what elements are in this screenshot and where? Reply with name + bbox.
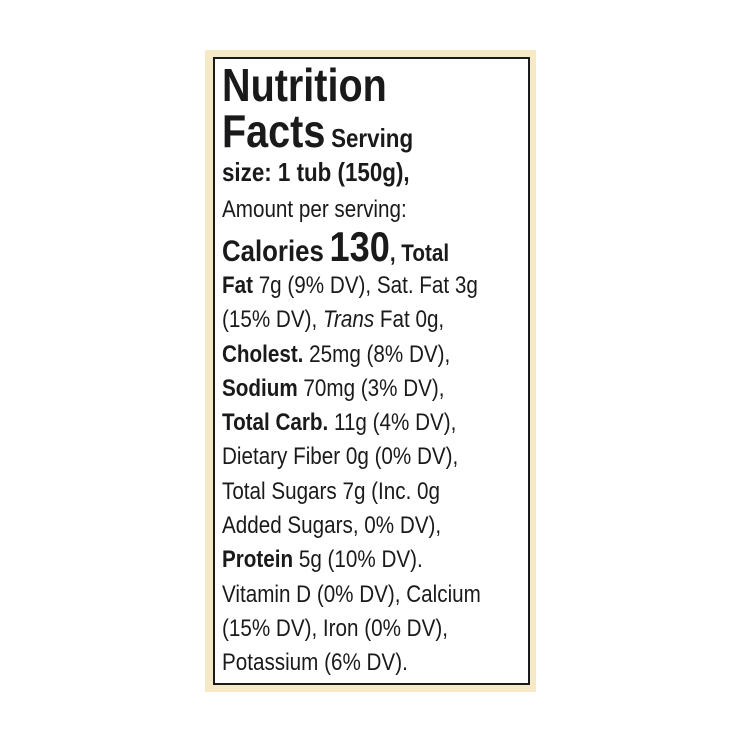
text: 25mg (8% DV), (309, 341, 451, 368)
text: Dietary Fiber 0g (0% DV), (222, 443, 459, 470)
line: Added Sugars, 0% DV), (222, 511, 441, 541)
text: (15% DV), (222, 306, 318, 333)
text: Vitamin D (0% DV), Calcium (222, 581, 481, 608)
line: Potassium (6% DV). (222, 648, 408, 678)
line: Facts Serving (222, 108, 413, 155)
text: 11g (4% DV), (334, 409, 457, 436)
line: size: 1 tub (150g), (222, 157, 410, 187)
text: 7g (9% DV), Sat. Fat 3g (258, 272, 478, 299)
line: Calories 130, Total (222, 226, 449, 275)
line: Sodium 70mg (3% DV), (222, 374, 445, 404)
text: Potassium (6% DV). (222, 649, 408, 676)
line: Dietary Fiber 0g (0% DV), (222, 442, 458, 472)
text: Calories (222, 235, 324, 268)
line: Cholest. 25mg (8% DV), (222, 340, 450, 370)
text: Trans (322, 306, 375, 333)
line: Protein 5g (10% DV). (222, 545, 423, 575)
text: Total Sugars 7g (Inc. 0g (222, 478, 440, 505)
text: (15% DV), Iron (0% DV), (222, 615, 448, 642)
text: Amount per serving: (222, 196, 407, 223)
text: Cholest. (222, 341, 304, 368)
text: Serving (331, 123, 414, 153)
line: Amount per serving: (222, 195, 407, 225)
text: Fat 0g, (379, 306, 445, 333)
text: size: 1 tub (150g), (222, 157, 410, 187)
text: 130 (329, 223, 390, 270)
label-box (213, 57, 530, 685)
line: (15% DV), Trans Fat 0g, (222, 305, 444, 335)
line: Total Sugars 7g (Inc. 0g (222, 477, 440, 507)
text: 5g (10% DV). (298, 546, 423, 573)
text: Total Carb. (222, 409, 329, 436)
line: Vitamin D (0% DV), Calcium (222, 580, 481, 610)
line: Fat 7g (9% DV), Sat. Fat 3g (222, 271, 478, 301)
text: Added Sugars, 0% DV), (222, 512, 442, 539)
text: , Total (389, 240, 450, 267)
text: 70mg (3% DV), (303, 375, 445, 402)
text: Sodium (222, 375, 298, 402)
line: Nutrition (222, 62, 387, 109)
line: (15% DV), Iron (0% DV), (222, 614, 448, 644)
title: Facts (222, 105, 326, 157)
line: Total Carb. 11g (4% DV), (222, 408, 456, 438)
text: Fat (222, 272, 253, 299)
text: Protein (222, 546, 294, 573)
title: Nutrition (222, 59, 387, 111)
